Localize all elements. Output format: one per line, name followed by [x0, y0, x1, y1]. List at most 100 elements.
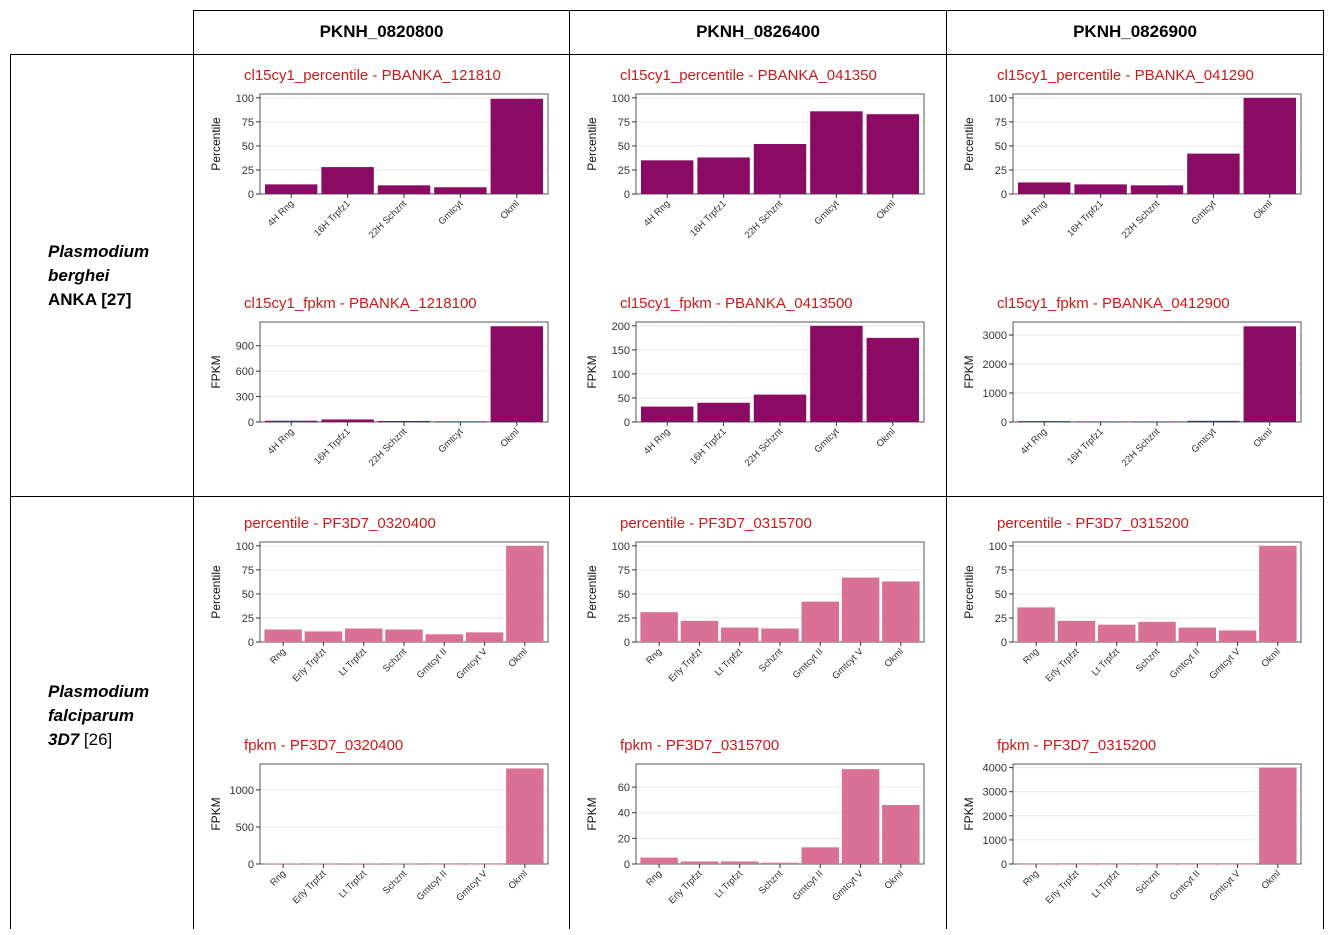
y-tick-label: 25 [995, 613, 1007, 625]
x-tick-label: Gmtcyt V [830, 646, 866, 682]
x-tick-label: Okml [883, 646, 906, 669]
bar [1017, 421, 1071, 422]
bar [841, 769, 880, 864]
chart-berghei-percentile-2: cl15cy1_percentile - PBANKA_041350 0 25 50 7… [574, 60, 944, 265]
bar [425, 634, 464, 642]
bar [1074, 184, 1127, 194]
bar [434, 187, 487, 194]
y-tick-label: 40 [618, 808, 630, 820]
y-tick-label: 50 [242, 589, 254, 601]
bar [1017, 182, 1071, 194]
y-axis-label: Percentile [962, 117, 976, 171]
y-tick-label: 75 [242, 117, 254, 129]
chart-title: fpkm - PF3D7_0315200 [997, 737, 1156, 754]
chart-svg: cl15cy1_fpkm - PBANKA_0412900 0 1000 2000 30… [962, 295, 1302, 469]
x-tick-label: Gmtcyt II [791, 868, 826, 903]
chart-title: cl15cy1_percentile - PBANKA_041290 [997, 67, 1254, 84]
bar [866, 114, 920, 194]
x-tick-label: 4H Rng [1019, 198, 1050, 229]
bar [377, 420, 431, 422]
bar [882, 581, 920, 642]
bar [866, 337, 920, 422]
chart-falciparum-fpkm-3: fpkm - PF3D7_0315200 0 1000 2000 3000 4000 FPK… [951, 730, 1321, 935]
row-label-berghei: Plasmodium berghei ANKA [27] [48, 240, 188, 312]
y-tick-label: 0 [624, 859, 630, 871]
chart-title: percentile - PF3D7_0315700 [620, 515, 812, 532]
chart-falciparum-fpkm-1: fpkm - PF3D7_0320400 0 500 1000 FPKM Rng Erly … [198, 730, 568, 935]
chart-svg: cl15cy1_fpkm - PBANKA_0413500 0 50 100 150 20… [585, 295, 925, 469]
plot-panel [635, 763, 925, 865]
y-tick-label: 500 [236, 822, 254, 834]
bar [385, 629, 423, 642]
y-tick-label: 0 [1001, 189, 1007, 201]
bar [1074, 421, 1127, 423]
y-tick-label: 0 [248, 637, 254, 649]
x-tick-label: 16H Trpfz1 [688, 426, 729, 467]
x-tick-label: Lt Trpfzt [1090, 646, 1122, 678]
chart-falciparum-percentile-2: percentile - PF3D7_0315700 0 25 50 75 100 Perc… [574, 508, 944, 713]
column-header-3: PKNH_0826900 [1073, 22, 1197, 41]
y-tick-label: 200 [612, 321, 630, 333]
y-tick-label: 50 [618, 393, 630, 405]
x-tick-label: Gmtcyt V [830, 868, 866, 904]
x-tick-label: Erly Trpfzt [1044, 646, 1082, 684]
bar [1259, 767, 1297, 864]
x-tick-label: 16H Trpfz1 [312, 198, 353, 239]
y-tick-label: 100 [989, 541, 1007, 553]
x-tick-label: Gmtcyt [436, 198, 465, 227]
x-tick-label: Okml [507, 868, 530, 891]
x-tick-label: 16H Trpfz1 [688, 198, 729, 239]
row-label-italic: falciparum [48, 706, 134, 725]
y-axis-label: FPKM [585, 797, 599, 830]
x-tick-label: 16H Trpfz1 [1065, 426, 1106, 467]
chart-berghei-percentile-1: cl15cy1_percentile - PBANKA_121810 0 25 50 7… [198, 60, 568, 265]
y-tick-label: 0 [624, 189, 630, 201]
y-axis-label: FPKM [962, 355, 976, 388]
chart-title: cl15cy1_percentile - PBANKA_121810 [244, 67, 501, 84]
chart-berghei-fpkm-2: cl15cy1_fpkm - PBANKA_0413500 0 50 100 150 20… [574, 288, 944, 493]
x-tick-label: Rng [644, 868, 664, 888]
bar [680, 620, 719, 642]
bar [761, 628, 799, 642]
y-tick-label: 60 [618, 782, 630, 794]
chart-title: fpkm - PF3D7_0315700 [620, 737, 779, 754]
chart-svg: cl15cy1_percentile - PBANKA_041350 0 25 50 7… [585, 67, 925, 241]
bar [1243, 326, 1297, 422]
bar [506, 768, 544, 864]
row-label-strain: 3D7 [26] [48, 730, 112, 749]
table-border-top [193, 10, 1324, 11]
x-tick-label: 22H Schznt [1120, 198, 1163, 241]
x-tick-label: 22H Schznt [367, 198, 410, 241]
x-tick-label: 16H Trpfz1 [1065, 198, 1106, 239]
x-tick-label: Schznt [1134, 646, 1163, 675]
chart-svg: percentile - PF3D7_0315700 0 25 50 75 100 Perc… [585, 515, 925, 684]
bar [1218, 630, 1257, 642]
bar [1057, 620, 1096, 642]
y-tick-label: 2000 [983, 359, 1007, 371]
bar [753, 144, 807, 194]
y-tick-label: 4000 [983, 763, 1007, 775]
bar [434, 421, 487, 422]
x-tick-label: Erly Trpfzt [667, 646, 705, 684]
chart-berghei-fpkm-3: cl15cy1_fpkm - PBANKA_0412900 0 1000 2000 30… [951, 288, 1321, 493]
x-tick-label: Lt Trpfzt [713, 868, 745, 900]
x-tick-label: Gmtcyt V [1207, 646, 1243, 682]
bar [801, 601, 840, 642]
chart-svg: fpkm - PF3D7_0315700 0 20 40 60 FPKM Rng Erly T… [585, 737, 925, 906]
bar [697, 402, 750, 422]
x-tick-label: Gmtcyt II [1168, 646, 1203, 681]
bar [506, 545, 544, 642]
bar [321, 419, 374, 422]
row-label-name: [26] [83, 730, 113, 749]
y-axis-label: Percentile [209, 117, 223, 171]
x-tick-label: Gmtcyt [436, 426, 465, 455]
x-tick-label: Erly Trpfzt [667, 868, 705, 906]
y-tick-label: 75 [995, 565, 1007, 577]
x-tick-label: Gmtcyt [1189, 426, 1218, 455]
plot-panel [259, 541, 549, 643]
y-axis-label: FPKM [209, 797, 223, 830]
y-axis-label: FPKM [962, 797, 976, 830]
y-tick-label: 1000 [983, 388, 1007, 400]
row-label-italic: 3D7 [48, 730, 80, 749]
bar [1130, 185, 1184, 194]
